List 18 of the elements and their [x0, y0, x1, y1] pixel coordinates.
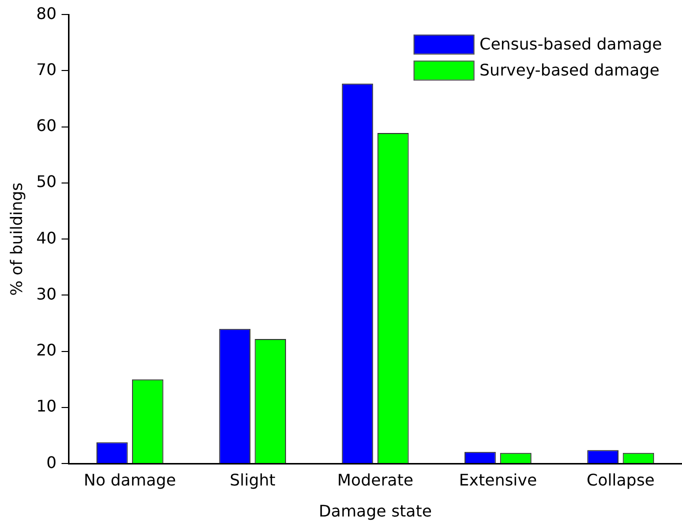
y-tick-label: 0 — [46, 452, 57, 472]
y-tick-label: 80 — [36, 4, 57, 23]
y-tick-label: 60 — [36, 116, 57, 136]
y-tick-label: 10 — [36, 396, 57, 416]
x-tick-label: No damage — [84, 470, 176, 490]
y-tick-label: 50 — [36, 172, 57, 192]
x-tick-label: Collapse — [586, 470, 655, 490]
y-tick-label: 30 — [36, 284, 57, 304]
y-tick-label: 20 — [36, 340, 57, 360]
legend-label: Census-based damage — [480, 34, 662, 54]
x-tick-label: Extensive — [459, 470, 537, 490]
y-tick-label: 70 — [36, 60, 57, 79]
y-axis-title: % of buildings — [6, 182, 26, 296]
x-axis-title: Damage state — [318, 502, 432, 521]
x-tick-label: Moderate — [337, 470, 414, 490]
x-tick-label: Slight — [230, 470, 276, 490]
legend-label: Survey-based damage — [480, 60, 660, 80]
y-tick-label: 40 — [36, 228, 57, 248]
